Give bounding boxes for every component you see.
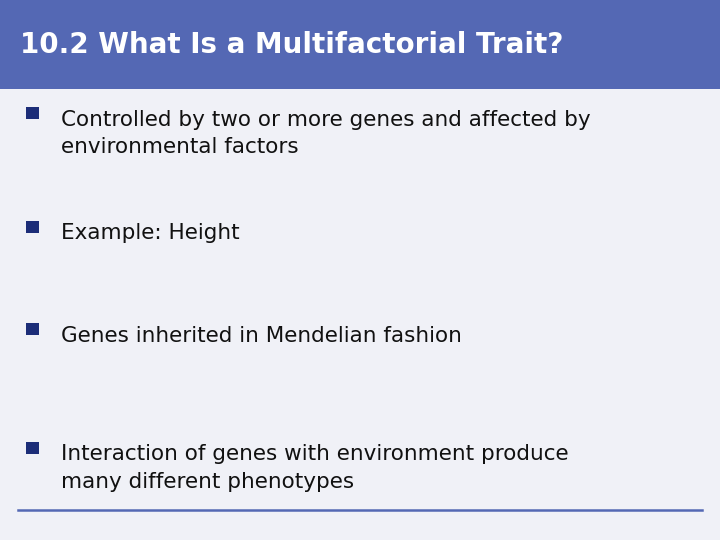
Text: Interaction of genes with environment produce
many different phenotypes: Interaction of genes with environment pr… bbox=[61, 444, 569, 491]
Text: Example: Height: Example: Height bbox=[61, 223, 240, 243]
FancyBboxPatch shape bbox=[26, 442, 39, 454]
FancyBboxPatch shape bbox=[26, 221, 39, 233]
FancyBboxPatch shape bbox=[26, 323, 39, 335]
FancyBboxPatch shape bbox=[26, 107, 39, 119]
Text: Genes inherited in Mendelian fashion: Genes inherited in Mendelian fashion bbox=[61, 326, 462, 346]
Text: Controlled by two or more genes and affected by
environmental factors: Controlled by two or more genes and affe… bbox=[61, 110, 591, 157]
FancyBboxPatch shape bbox=[0, 0, 720, 89]
Text: 10.2 What Is a Multifactorial Trait?: 10.2 What Is a Multifactorial Trait? bbox=[20, 31, 564, 58]
